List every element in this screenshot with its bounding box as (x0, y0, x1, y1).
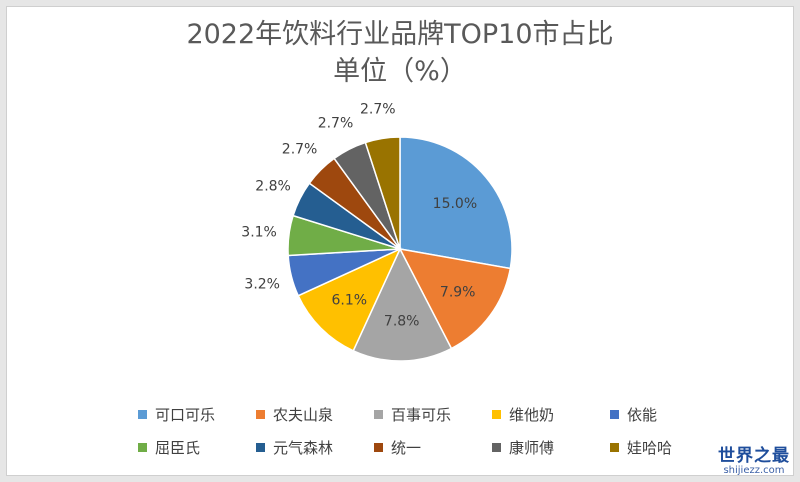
data-label-7: 2.7% (282, 142, 318, 158)
data-label-6: 2.8% (255, 178, 291, 194)
legend-label-5: 屈臣氏 (155, 439, 201, 457)
chart-subtitle: 单位（%） (333, 56, 467, 87)
legend-item-7: 统一 (374, 437, 492, 458)
legend-swatch-8 (492, 443, 501, 452)
legend-label-1: 农夫山泉 (273, 406, 334, 424)
data-label-5: 3.1% (241, 225, 277, 241)
legend-item-5: 屈臣氏 (138, 437, 256, 458)
legend-label-6: 元气森林 (273, 439, 334, 457)
legend-label-4: 依能 (627, 406, 658, 424)
legend-label-0: 可口可乐 (155, 406, 216, 424)
legend-swatch-5 (138, 443, 147, 452)
legend-item-6: 元气森林 (256, 437, 374, 458)
legend-label-7: 统一 (391, 439, 422, 457)
watermark-main: 世界之最 (718, 445, 790, 466)
data-label-9: 2.7% (360, 102, 396, 118)
data-label-8: 2.7% (318, 116, 354, 132)
legend-swatch-9 (610, 443, 619, 452)
legend-item-4: 依能 (610, 404, 728, 425)
legend-item-1: 农夫山泉 (256, 404, 374, 425)
pie-slice-9 (364, 136, 401, 250)
legend-swatch-7 (374, 443, 383, 452)
legend-swatch-0 (138, 410, 147, 419)
legend-item-2: 百事可乐 (374, 404, 492, 425)
legend-label-3: 维他奶 (509, 406, 555, 424)
pie-slice-0 (399, 136, 513, 270)
legend-swatch-6 (256, 443, 265, 452)
legend-swatch-4 (610, 410, 619, 419)
chart-legend: 可口可乐 农夫山泉 百事可乐 维他奶 依能屈臣氏 元气森林 统一 康师傅 娃哈哈 (138, 404, 738, 458)
data-label-0: 15.0% (433, 196, 477, 212)
legend-label-8: 康师傅 (509, 439, 555, 457)
chart-title: 2022年饮料行业品牌TOP10市占比 (186, 19, 614, 50)
legend-label-2: 百事可乐 (391, 406, 452, 424)
data-label-3: 6.1% (332, 293, 368, 309)
watermark-logo: 世界之最 shijiezz.com (718, 445, 790, 476)
legend-swatch-1 (256, 410, 265, 419)
legend-item-3: 维他奶 (492, 404, 610, 425)
pie-slice-3 (297, 247, 402, 352)
legend-item-0: 可口可乐 (138, 404, 256, 425)
data-label-1: 7.9% (440, 285, 476, 301)
pie-slice-1 (398, 247, 512, 350)
legend-item-9: 娃哈哈 (610, 437, 728, 458)
pie-slice-2 (352, 247, 453, 362)
legend-item-8: 康师傅 (492, 437, 610, 458)
legend-label-9: 娃哈哈 (627, 439, 673, 457)
data-label-2: 7.8% (384, 314, 420, 330)
legend-swatch-2 (374, 410, 383, 419)
watermark-url: shijiezz.com (723, 464, 785, 476)
legend-swatch-3 (492, 410, 501, 419)
data-label-4: 3.2% (244, 276, 280, 292)
